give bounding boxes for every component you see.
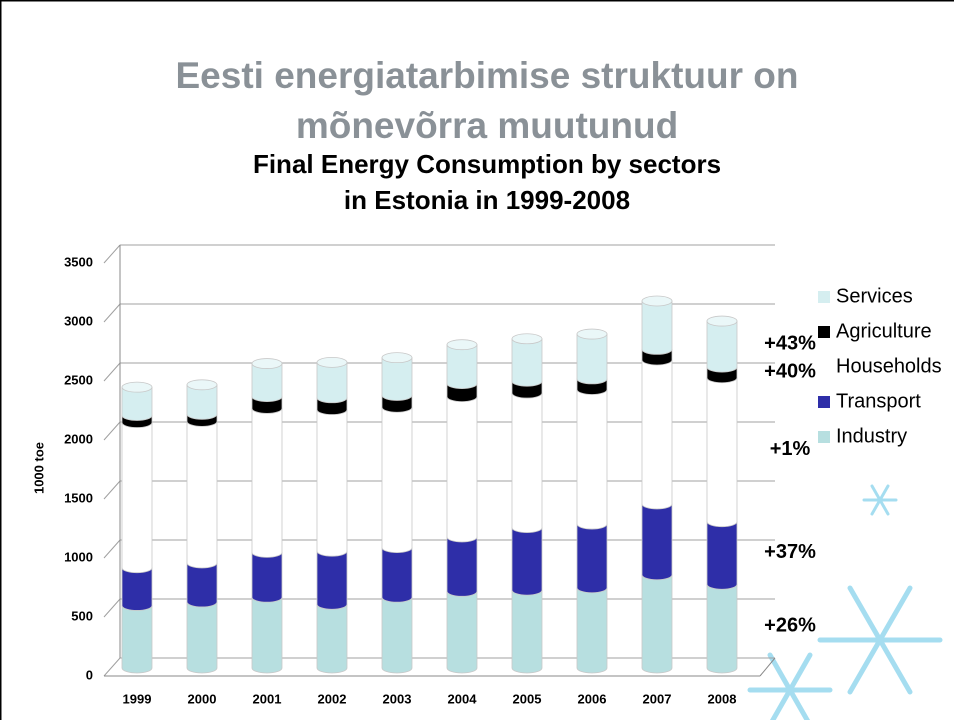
bar-cap <box>642 296 672 306</box>
bar-cap <box>382 353 412 363</box>
bar-segment <box>317 551 347 609</box>
change-annotation: +43% <box>764 332 816 354</box>
change-annotation: +37% <box>764 541 816 563</box>
bar-segment <box>187 563 217 607</box>
legend-label: Agriculture <box>836 320 932 342</box>
bar-segment <box>642 301 672 354</box>
bar-segment <box>187 602 217 673</box>
y-tick-label: 1500 <box>64 490 93 505</box>
bar-segment <box>707 522 737 590</box>
y-axis-label: 1000 toe <box>31 442 46 494</box>
y-tick-label: 500 <box>71 608 93 623</box>
x-tick-label: 1999 <box>123 691 152 706</box>
bar-segment <box>252 408 282 557</box>
x-tick-label: 2000 <box>188 691 217 706</box>
legend-label: Industry <box>836 425 907 447</box>
change-annotation: +1% <box>770 438 811 460</box>
bar-segment <box>317 410 347 557</box>
bar-cap <box>317 357 347 367</box>
bar-segment <box>252 597 282 673</box>
bar-segment <box>382 358 412 401</box>
x-tick-label: 2001 <box>253 691 282 706</box>
bar-cap <box>187 380 217 390</box>
bar-segment <box>642 360 672 509</box>
bar-segment <box>447 591 477 673</box>
slide: Eesti energiatarbimise struktuur onmõnev… <box>0 0 954 720</box>
bar-cap <box>447 340 477 350</box>
legend-label: Services <box>836 285 913 307</box>
bar-segment <box>642 575 672 673</box>
bar-segment <box>317 362 347 402</box>
bar-segment <box>447 397 477 542</box>
bar-cap <box>512 334 542 344</box>
bar-segment <box>707 321 737 372</box>
y-tick-label: 3000 <box>64 313 93 328</box>
x-tick-label: 2006 <box>578 691 607 706</box>
bar-segment <box>122 568 152 611</box>
x-tick-label: 2007 <box>643 691 672 706</box>
bar-segment <box>642 504 672 580</box>
y-tick-label: 1000 <box>64 549 93 564</box>
bar-segment <box>512 528 542 596</box>
legend-swatch <box>818 396 830 408</box>
bar-segment <box>382 407 412 552</box>
bar-segment <box>187 421 217 568</box>
bar-segment <box>577 524 607 593</box>
bar-segment <box>707 584 737 673</box>
bar-segment <box>122 605 152 673</box>
bar-segment <box>317 604 347 673</box>
bar-segment <box>512 590 542 673</box>
bar-segment <box>577 334 607 384</box>
x-tick-label: 2004 <box>448 691 478 706</box>
legend-swatch <box>818 431 830 443</box>
legend-swatch <box>818 361 830 373</box>
bar-segment <box>447 537 477 596</box>
y-tick-label: 2500 <box>64 372 93 387</box>
bar-segment <box>252 364 282 402</box>
change-annotation: +26% <box>764 614 816 636</box>
bar-segment <box>382 548 412 603</box>
y-tick-label: 3500 <box>64 254 93 269</box>
bar-segment <box>122 423 152 573</box>
bar-segment <box>577 390 607 530</box>
y-tick-label: 2000 <box>64 431 93 446</box>
legend-label: Transport <box>836 390 921 412</box>
change-annotation: +40% <box>764 361 816 383</box>
bar-segment <box>707 378 737 527</box>
legend-swatch <box>818 291 830 303</box>
bar-cap <box>252 359 282 369</box>
x-tick-label: 2005 <box>513 691 542 706</box>
legend-swatch <box>818 326 830 338</box>
bar-cap <box>122 382 152 392</box>
bar-segment <box>577 588 607 673</box>
x-tick-label: 2008 <box>708 691 737 706</box>
bar-segment <box>382 597 412 673</box>
bar-segment <box>512 339 542 386</box>
bar-segment <box>252 552 282 602</box>
legend-label: Households <box>836 355 942 377</box>
bar-cap <box>577 329 607 339</box>
x-tick-label: 2002 <box>318 691 347 706</box>
bar-segment <box>512 393 542 533</box>
bar-cap <box>707 316 737 326</box>
bar-segment <box>447 345 477 389</box>
x-tick-label: 2003 <box>383 691 412 706</box>
y-tick-label: 0 <box>86 667 93 682</box>
